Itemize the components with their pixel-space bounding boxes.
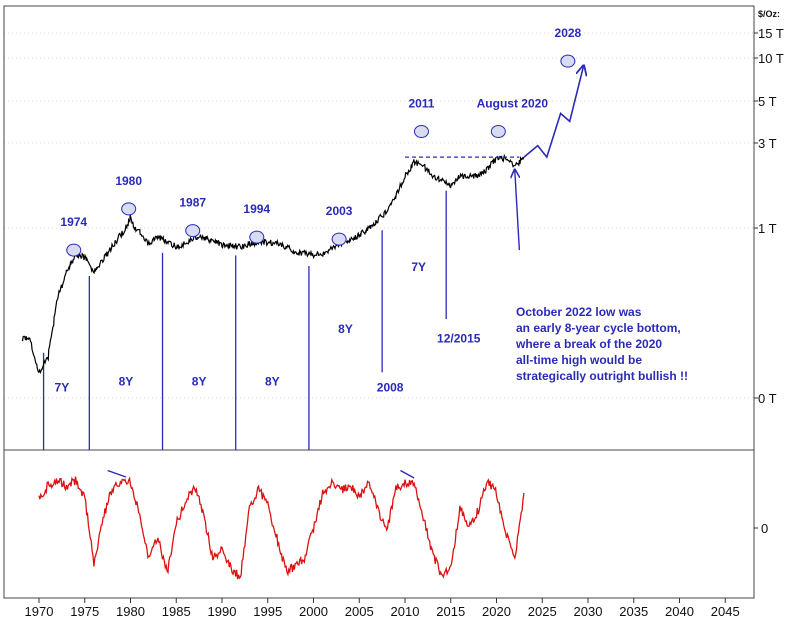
y-tick-label: 10 T — [758, 51, 784, 66]
y-tick-label: 0 T — [758, 391, 777, 406]
cycle-length-label: 8Y — [192, 375, 207, 389]
cycle-peak-label: 1994 — [243, 202, 270, 216]
x-tick-label: 2000 — [299, 604, 328, 619]
cycle-peak-marker — [490, 125, 506, 139]
oscillator-line — [38, 476, 525, 580]
osc-tick-label: 0 — [761, 521, 768, 536]
y-tick-label: 5 T — [758, 94, 777, 109]
cycle-length-label: 8Y — [265, 375, 280, 389]
cycle-peak-label: 2011 — [408, 97, 434, 111]
x-tick-label: 2005 — [345, 604, 374, 619]
cycle-peak-label: August 2020 — [477, 97, 549, 111]
y-tick-label: 1 T — [758, 221, 777, 236]
year-label: 2008 — [377, 380, 404, 394]
annotation-line: where a break of the 2020 — [515, 337, 662, 351]
x-tick-label: 2025 — [528, 604, 557, 619]
cycle-peak-marker — [121, 202, 137, 216]
projection-path — [523, 67, 583, 159]
cycle-peak-marker — [66, 243, 82, 257]
annotation-arrow — [515, 171, 520, 251]
annotation: October 2022 low was an early 8-year cycl… — [515, 171, 688, 383]
cycle-peak-label: 1974 — [60, 215, 87, 229]
oscillator-panel — [38, 469, 525, 580]
x-tick-label: 2040 — [665, 604, 694, 619]
plot-frame — [3, 5, 755, 599]
cycle-lines — [42, 190, 447, 450]
labels: 1974 1980 1987 1994 2003 2011 August 2020 2028 7… — [55, 26, 582, 394]
x-tick-label: 2030 — [574, 604, 603, 619]
cycle-length-label: 7Y — [411, 260, 426, 274]
annotation-line: strategically outright bullish !! — [516, 369, 688, 383]
oscillator-trend-arrow — [400, 469, 415, 479]
y-tick-label: 15 T — [758, 26, 784, 41]
annotation-line: October 2022 low was — [516, 305, 642, 319]
y-axis: 15 T 10 T 5 T 3 T 1 T 0 T 0 — [754, 26, 784, 536]
x-tick-label: 1970 — [25, 604, 54, 619]
oscillator-trend-arrow — [107, 469, 127, 478]
x-tick-label: 1975 — [70, 604, 99, 619]
year-label: 12/2015 — [437, 331, 481, 345]
cycle-peak-marker — [413, 125, 429, 139]
cycle-length-label: 7Y — [55, 380, 70, 394]
cycle-peak-marker — [185, 224, 201, 238]
cycle-peak-marker — [249, 230, 265, 244]
x-tick-label: 2045 — [711, 604, 740, 619]
cycle-peak-marker — [331, 232, 347, 246]
cycle-length-label: 8Y — [119, 375, 134, 389]
x-tick-label: 1990 — [208, 604, 237, 619]
cycle-peak-label: 1987 — [179, 196, 206, 210]
grid — [4, 32, 754, 399]
x-axis: 1970 1975 1980 1985 1990 1995 2000 2005 2010 2015… — [25, 598, 740, 619]
x-tick-label: 2015 — [436, 604, 465, 619]
unit-label: $/Oz: — [758, 9, 780, 19]
cycle-peak-label: 2028 — [555, 26, 582, 40]
x-tick-label: 1980 — [116, 604, 145, 619]
price-line — [21, 153, 525, 375]
cycle-peak-label: 1980 — [115, 174, 142, 188]
cycle-peak-label: 2003 — [326, 204, 353, 218]
annotation-line: an early 8-year cycle bottom, — [516, 321, 681, 335]
annotation-line: all-time high would be — [516, 353, 642, 367]
price-panel — [21, 67, 584, 375]
x-tick-label: 1995 — [253, 604, 282, 619]
x-tick-label: 1985 — [162, 604, 191, 619]
cycle-length-label: 8Y — [338, 322, 353, 336]
x-tick-label: 2035 — [619, 604, 648, 619]
y-tick-label: 3 T — [758, 136, 777, 151]
x-tick-label: 2020 — [482, 604, 511, 619]
x-tick-label: 2010 — [391, 604, 420, 619]
cycle-peak-marker — [560, 54, 576, 68]
